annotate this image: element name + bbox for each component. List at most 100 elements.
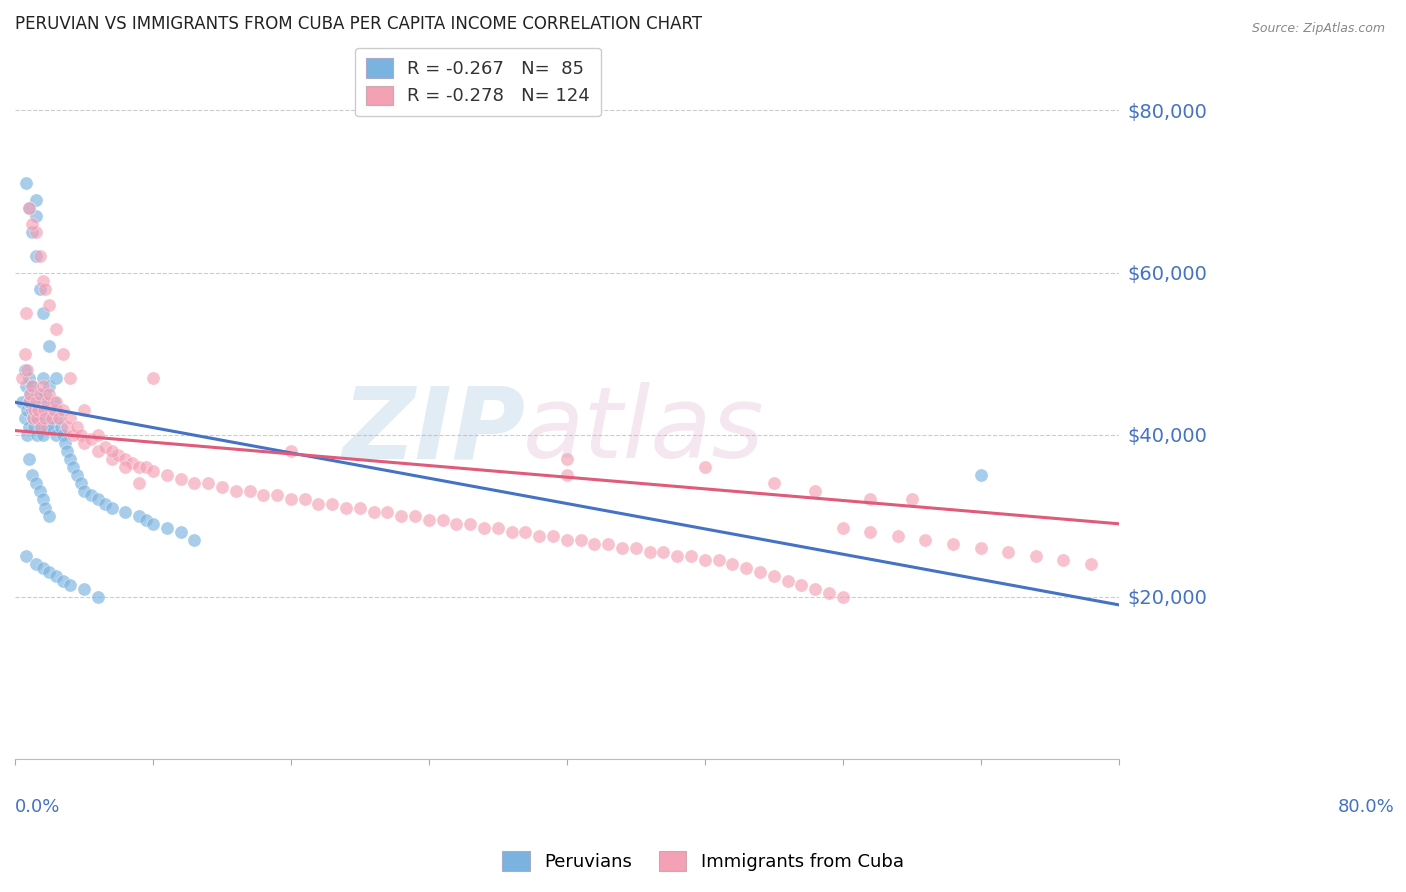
Point <box>598 537 620 551</box>
Point <box>31 492 53 507</box>
Point <box>24 411 46 425</box>
Point <box>73 435 96 450</box>
Point <box>87 427 110 442</box>
Point <box>128 508 150 523</box>
Point <box>804 582 827 596</box>
Point <box>20 379 42 393</box>
Point <box>679 549 702 564</box>
Point <box>17 452 39 467</box>
Point <box>666 549 689 564</box>
Point <box>28 395 51 409</box>
Point <box>107 448 129 462</box>
Point <box>610 541 633 555</box>
Point <box>183 533 205 547</box>
Point <box>32 403 55 417</box>
Point <box>1052 553 1074 567</box>
Point <box>515 524 537 539</box>
Point <box>914 533 936 547</box>
Point <box>418 513 440 527</box>
Point <box>156 521 179 535</box>
Point <box>20 468 42 483</box>
Point <box>18 387 41 401</box>
Point <box>446 516 468 531</box>
Point <box>432 513 454 527</box>
Point <box>21 411 44 425</box>
Point <box>31 306 53 320</box>
Point <box>14 363 37 377</box>
Point <box>804 484 827 499</box>
Point <box>790 577 813 591</box>
Point <box>38 298 60 312</box>
Point <box>30 419 52 434</box>
Text: PERUVIAN VS IMMIGRANTS FROM CUBA PER CAPITA INCOME CORRELATION CHART: PERUVIAN VS IMMIGRANTS FROM CUBA PER CAP… <box>15 15 702 33</box>
Point <box>114 505 136 519</box>
Point <box>80 488 103 502</box>
Point <box>969 541 991 555</box>
Point <box>142 516 165 531</box>
Point <box>62 427 84 442</box>
Point <box>11 395 34 409</box>
Point <box>15 177 38 191</box>
Point <box>59 452 82 467</box>
Point <box>17 201 39 215</box>
Point <box>142 371 165 385</box>
Point <box>15 363 38 377</box>
Point <box>458 516 481 531</box>
Point <box>555 533 578 547</box>
Point <box>652 545 675 559</box>
Point <box>52 574 75 588</box>
Point <box>501 524 523 539</box>
Point <box>831 590 853 604</box>
Point <box>34 500 56 515</box>
Point <box>748 566 770 580</box>
Point <box>25 411 48 425</box>
Point <box>555 468 578 483</box>
Point <box>114 452 136 467</box>
Point <box>377 505 399 519</box>
Point <box>59 577 82 591</box>
Point <box>100 500 122 515</box>
Point <box>169 524 191 539</box>
Point <box>28 387 51 401</box>
Point <box>38 379 60 393</box>
Point <box>100 443 122 458</box>
Point <box>25 427 48 442</box>
Point <box>59 411 82 425</box>
Point <box>22 403 45 417</box>
Point <box>41 411 63 425</box>
Point <box>48 411 70 425</box>
Point <box>20 403 42 417</box>
Point <box>45 395 67 409</box>
Point <box>87 492 110 507</box>
Point <box>942 537 965 551</box>
Point <box>486 521 509 535</box>
Point <box>721 558 744 572</box>
Point <box>28 282 51 296</box>
Point <box>45 403 67 417</box>
Point <box>93 496 115 510</box>
Text: atlas: atlas <box>523 383 765 479</box>
Point <box>128 460 150 475</box>
Point <box>38 566 60 580</box>
Point <box>14 411 37 425</box>
Point <box>24 249 46 263</box>
Point <box>335 500 357 515</box>
Point <box>73 484 96 499</box>
Point <box>28 419 51 434</box>
Point <box>197 476 219 491</box>
Point <box>56 443 79 458</box>
Point <box>15 549 38 564</box>
Text: ZIP: ZIP <box>343 383 526 479</box>
Point <box>24 225 46 239</box>
Point <box>17 395 39 409</box>
Point <box>27 403 49 417</box>
Point <box>135 513 157 527</box>
Point <box>22 419 45 434</box>
Point <box>15 427 38 442</box>
Point <box>472 521 495 535</box>
Point <box>56 419 79 434</box>
Point <box>20 217 42 231</box>
Point <box>583 537 606 551</box>
Point <box>624 541 647 555</box>
Point <box>39 411 62 425</box>
